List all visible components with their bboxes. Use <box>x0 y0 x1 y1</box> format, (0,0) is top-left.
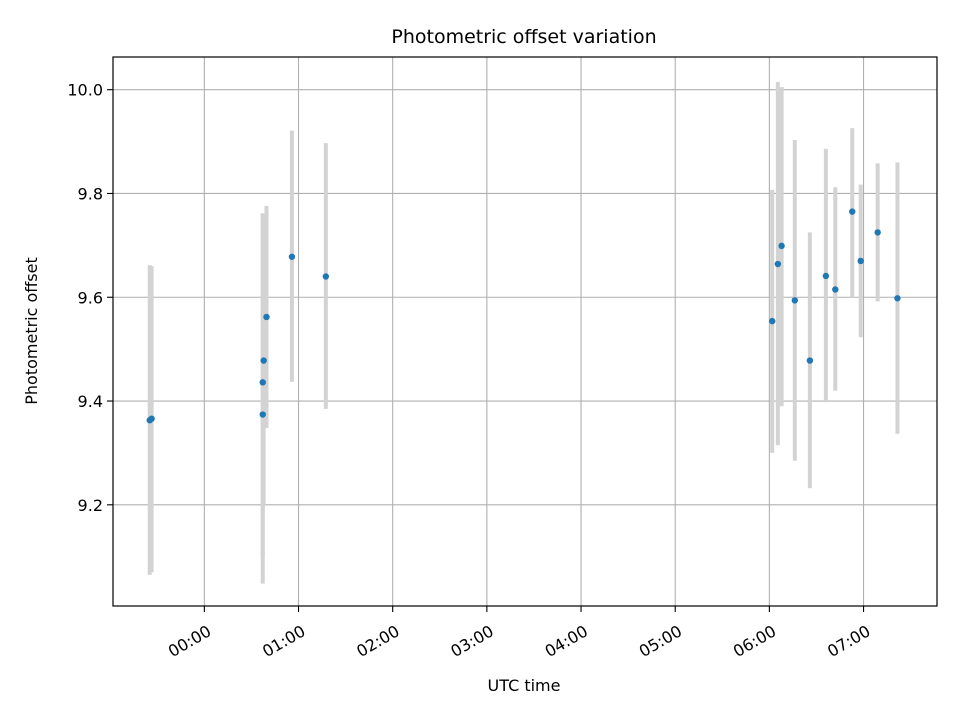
data-point <box>260 357 267 364</box>
data-point <box>148 415 155 422</box>
data-point <box>769 317 776 325</box>
y-axis-ticks: 9.2 9.4 9.6 9.8 10.0 <box>67 81 113 515</box>
chart-title: Photometric offset variation <box>391 26 656 48</box>
data-point <box>822 272 830 280</box>
data-point <box>322 273 330 280</box>
data-point <box>791 297 799 304</box>
y-tick-label: 10.0 <box>67 81 103 100</box>
y-tick-label: 9.4 <box>78 392 103 411</box>
grid-lines <box>113 57 937 606</box>
x-axis-title: UTC time <box>488 676 561 695</box>
y-tick-label: 9.6 <box>78 288 103 307</box>
data-point <box>263 313 270 321</box>
data-point <box>778 242 785 250</box>
data-point <box>259 379 266 386</box>
y-tick-label: 9.2 <box>78 496 103 515</box>
data-point <box>288 253 296 260</box>
data-point <box>832 286 839 293</box>
data-point <box>774 260 782 268</box>
data-point <box>874 229 881 236</box>
data-point <box>806 357 814 364</box>
data-point <box>894 295 901 302</box>
y-axis-title: Photometric offset <box>22 257 41 405</box>
data-point <box>857 257 864 265</box>
data-point <box>849 208 856 215</box>
y-tick-label: 9.8 <box>78 184 103 203</box>
data-point <box>259 411 266 418</box>
plot-frame <box>112 56 938 607</box>
data-points <box>146 208 901 424</box>
